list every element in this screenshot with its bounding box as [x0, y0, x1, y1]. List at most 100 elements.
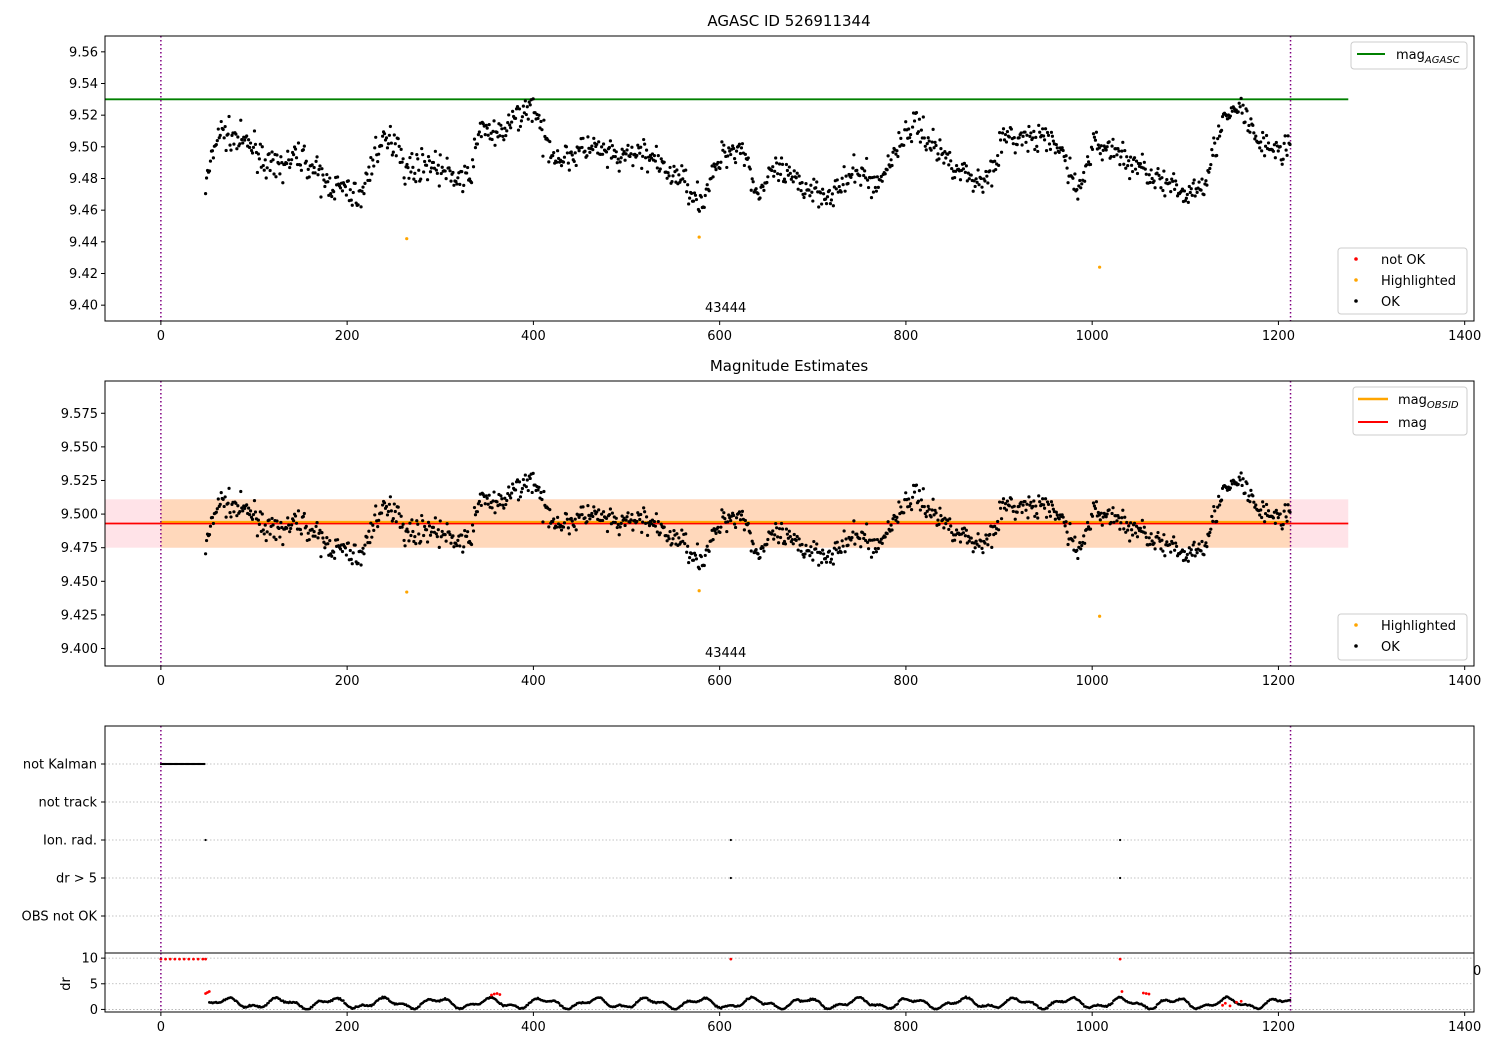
ok-point: [616, 157, 620, 161]
ok-point: [382, 132, 387, 136]
ok-point: [565, 517, 569, 521]
legend-ok-marker: [1354, 644, 1358, 648]
ok-point: [623, 523, 627, 528]
ok-point: [264, 538, 268, 543]
ok-point: [411, 529, 415, 534]
ok-point: [794, 176, 798, 180]
ok-point: [1243, 120, 1247, 124]
ok-point: [831, 204, 835, 208]
ok-point: [590, 144, 594, 148]
ok-point: [909, 132, 913, 137]
flag-category-label: not Kalman: [23, 758, 97, 773]
ok-point: [1109, 155, 1113, 159]
ok-point: [825, 195, 830, 199]
ok-point: [528, 476, 532, 481]
ok-point: [440, 165, 444, 169]
ok-point: [400, 525, 404, 529]
ok-point: [710, 164, 714, 168]
x-tick-label: 600: [707, 329, 732, 344]
ok-point: [479, 135, 483, 139]
ok-point: [610, 144, 614, 148]
ok-point: [719, 525, 723, 529]
ok-point: [1173, 548, 1177, 552]
ok-point: [1138, 526, 1143, 530]
ok-point: [654, 144, 658, 148]
ok-point: [1049, 500, 1054, 504]
ok-point: [1171, 541, 1175, 545]
ok-point: [1245, 481, 1249, 486]
ok-point: [795, 534, 799, 539]
ok-point: [985, 174, 989, 178]
ok-point: [631, 164, 635, 168]
ok-point: [521, 477, 525, 482]
ok-point: [953, 175, 957, 180]
ok-point: [999, 517, 1004, 521]
ok-point: [1134, 159, 1139, 163]
ok-point: [362, 192, 366, 196]
ok-point: [971, 550, 975, 554]
ok-point: [218, 502, 222, 506]
ok-point: [376, 525, 380, 529]
ok-point: [942, 526, 946, 530]
ok-point: [947, 163, 951, 167]
ok-point: [1112, 154, 1116, 159]
ok-point: [505, 498, 509, 503]
ok-point: [505, 129, 509, 133]
dr-panel-frame: [104, 952, 1475, 1013]
ok-point: [379, 144, 384, 148]
ok-point: [1042, 138, 1047, 142]
ok-point: [886, 154, 890, 158]
y-tick-label: 0: [90, 1003, 98, 1018]
ok-point: [400, 160, 404, 164]
ok-point: [866, 185, 871, 190]
ok-point: [469, 181, 474, 185]
magnitude-estimates-panel: Magnitude Estimates 0 200 400 600 800 1000 120…: [61, 357, 1481, 689]
ok-point: [424, 528, 429, 532]
ok-point: [1192, 178, 1196, 182]
ok-point: [495, 130, 499, 134]
ok-point: [1247, 494, 1251, 498]
ok-point: [530, 119, 534, 123]
ok-point: [667, 537, 671, 541]
ok-point: [812, 177, 816, 181]
ok-point: [647, 158, 652, 163]
ok-point: [880, 541, 884, 545]
ok-point: [600, 145, 604, 149]
ok-point: [986, 543, 990, 547]
ok-point: [307, 538, 311, 542]
ok-point: [979, 176, 983, 181]
ok-point: [832, 185, 836, 189]
ok-point: [799, 189, 803, 193]
ok-point: [1266, 509, 1271, 513]
ok-point: [348, 188, 352, 192]
y-tick-label: 9.42: [69, 267, 98, 282]
ok-point: [880, 179, 884, 183]
ok-point: [507, 485, 511, 489]
ok-point: [416, 157, 420, 161]
ok-point: [298, 163, 303, 167]
highlighted-point: [1098, 265, 1102, 269]
ok-point: [662, 160, 666, 164]
ok-point: [1172, 535, 1176, 539]
ok-point: [1085, 527, 1089, 531]
ok-point: [1144, 172, 1148, 176]
ok-point: [1073, 535, 1077, 539]
ok-point: [828, 202, 833, 206]
ok-point: [617, 169, 621, 173]
ok-point: [924, 148, 928, 152]
ok-point: [917, 489, 922, 493]
ok-point: [990, 184, 994, 188]
ok-point: [937, 157, 941, 161]
ok-point: [846, 543, 850, 547]
ok-point: [624, 152, 628, 156]
ok-point: [1171, 179, 1175, 183]
ok-point: [790, 538, 794, 542]
ok-point: [590, 511, 594, 516]
ok-point: [937, 522, 941, 526]
ok-point: [278, 535, 282, 539]
ok-point: [851, 530, 855, 534]
ok-point: [570, 519, 574, 523]
ok-point: [1149, 532, 1153, 536]
legend-highlighted-label: Highlighted: [1381, 619, 1456, 634]
ok-point: [530, 490, 534, 495]
